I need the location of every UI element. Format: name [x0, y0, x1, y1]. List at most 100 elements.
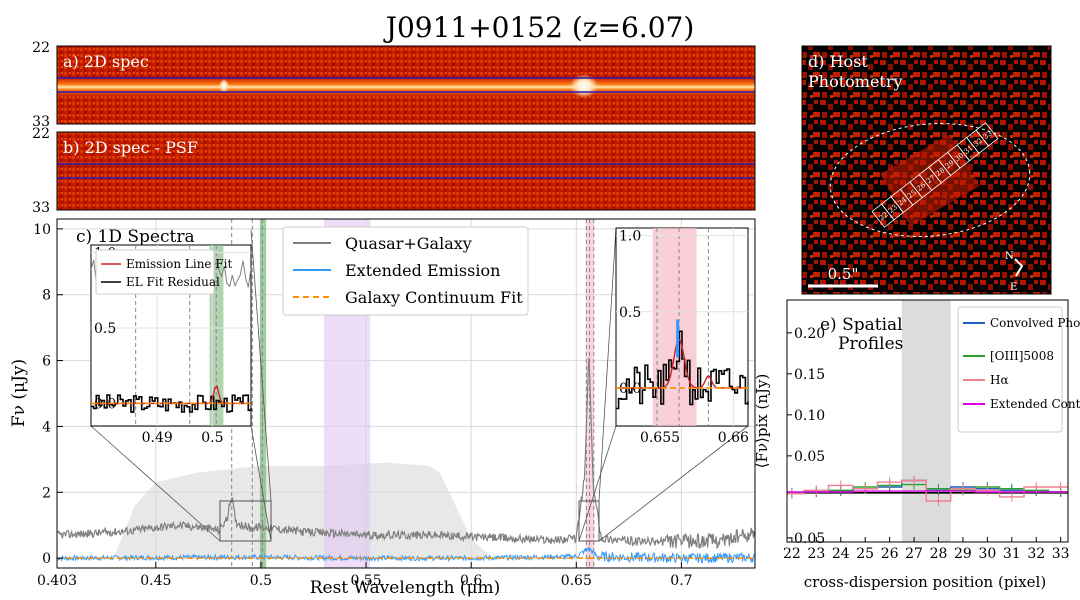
- e-x-tick-label: 24: [832, 546, 850, 562]
- e-y-tick-label: 0.15: [794, 367, 825, 383]
- inset-extended-peak: [676, 319, 680, 358]
- inset-y-tick-label: 0.5: [94, 321, 116, 337]
- zoom-connector: [250, 425, 272, 542]
- inset-y-tick-label: 1.0: [619, 229, 641, 245]
- panel-b-ytick: 22: [32, 126, 50, 142]
- e-x-tick-label: 33: [1052, 546, 1070, 562]
- y-tick-label: 10: [33, 222, 51, 238]
- aperture-label: 32: [972, 137, 984, 149]
- panel-e-title: Profiles: [838, 334, 903, 354]
- x-tick-label: 0.55: [350, 573, 381, 589]
- inset-x-tick-label: 0.49: [142, 430, 173, 446]
- panel-d-ellipse: [829, 123, 1031, 237]
- compass-east: E: [1010, 282, 1017, 293]
- panel-c-title: c) 1D Spectra: [76, 227, 195, 247]
- e-x-tick-label: 26: [881, 546, 899, 562]
- inset-left-legend: Emission Line Fit EL Fit Residual: [95, 249, 233, 295]
- panel-e-legend: Convolved Phot. [OIII]5008 Hα Extended C…: [957, 306, 1080, 433]
- e-x-tick-label: 25: [856, 546, 874, 562]
- legend-label-continuum: Galaxy Continuum Fit: [345, 288, 523, 307]
- inset-right-halpha: 0.655 0.66 0.0 0.5 1.0: [615, 227, 749, 446]
- panel-a-label: a) 2D spec: [63, 52, 149, 71]
- aperture-label: 30: [953, 151, 965, 163]
- inset-x-tick-label: 0.5: [201, 430, 223, 446]
- zoom-connector: [578, 425, 617, 542]
- x-tick-label: 0.5: [250, 573, 272, 589]
- inset-fit: [91, 385, 251, 405]
- panel-c-ylabel: Fν (μJy): [9, 359, 29, 427]
- panel-c-1d-spectra: 0.403 0.45 0.5 0.55 0.6 0.65 0.7 0 2 4 6 8 10 c) 1D …: [9, 218, 756, 598]
- x-tick-label: 0.65: [561, 573, 592, 589]
- panel-e-title: e) Spatial: [820, 315, 903, 335]
- panel-b-2d-spec-psf: b) 2D spec - PSF 22 33: [32, 126, 756, 216]
- aperture-label: 33: [982, 129, 994, 141]
- aperture-label: 28: [934, 166, 946, 178]
- legend-box: [282, 226, 529, 316]
- legend-label-oiii: [OIII]5008: [990, 349, 1054, 363]
- aperture-box: [975, 122, 999, 147]
- y-tick-label: 2: [42, 485, 51, 501]
- figure-title: J0911+0152 (z=6.07): [383, 11, 695, 44]
- spatial-gray-band: [901, 300, 951, 542]
- series-quasar-galaxy: [57, 357, 755, 549]
- legend-label-residual: EL Fit Residual: [126, 275, 220, 289]
- zoom-box-right: [578, 500, 600, 542]
- e-y-tick-label: 0.20: [794, 326, 825, 342]
- e-x-tick-label: 22: [783, 546, 801, 562]
- zoom-connector: [250, 229, 272, 502]
- inset-y-tick-label: 0.5: [619, 305, 641, 321]
- e-y-tick-label: 0.05: [794, 449, 825, 465]
- series-extended-emission: [57, 546, 755, 565]
- e-x-tick-label: 23: [807, 546, 825, 562]
- panel-e-spatial-profiles: 22 23 24 25 26 27 28 29 30 31 32 33 0.05 0.05 0.10 0.15…: [753, 299, 1080, 591]
- e-x-tick-label: 32: [1027, 546, 1045, 562]
- x-tick-label: 0.7: [670, 573, 692, 589]
- aperture-label: 22: [878, 211, 890, 223]
- x-tick-label: 0.403: [37, 573, 77, 589]
- inset-residual: [616, 330, 749, 410]
- zoom-box-left: [219, 500, 272, 542]
- legend-label-extended: Extended Emission: [345, 261, 500, 280]
- y-tick-label: 8: [42, 288, 51, 304]
- aperture-label: 27: [925, 174, 937, 186]
- panel-e-ylabel: ⟨Fν⟩pix (nJy): [753, 374, 771, 469]
- panel-d-label: d) Host: [808, 52, 868, 71]
- x-tick-label: 0.6: [460, 573, 482, 589]
- y-tick-label: 0: [42, 551, 51, 567]
- panel-a-2d-spec: a) 2D spec 22 33: [32, 40, 756, 130]
- inset-y-tick-label: 0.0: [619, 381, 641, 397]
- panel-c-frame: [56, 218, 756, 569]
- legend-label-extcont: Extended Cont.: [990, 397, 1080, 411]
- legend-label-halpha: Hα: [990, 373, 1009, 387]
- e-x-tick-label: 27: [905, 546, 923, 562]
- inset-x-tick-label: 0.66: [718, 430, 749, 446]
- panel-d-compass: N E: [1005, 251, 1024, 293]
- panel-c-xlabel: Rest Wavelength (μm): [310, 578, 501, 598]
- panel-a-ytick: 33: [32, 114, 50, 130]
- panel-b-image: [57, 132, 755, 210]
- aperture-label: 29: [944, 159, 956, 171]
- y-tick-label: 6: [42, 354, 51, 370]
- panel-e-xlabel: cross-dispersion position (pixel): [804, 573, 1046, 591]
- legend-label-quasar: Quasar+Galaxy: [345, 234, 472, 253]
- panel-c-legend: Quasar+Galaxy Extended Emission Galaxy C…: [282, 226, 529, 316]
- series-h-: [787, 479, 1068, 502]
- panel-a-ytick: 22: [32, 40, 50, 56]
- y-tick-label: 4: [42, 419, 51, 435]
- legend-label-convolved: Convolved Phot.: [990, 316, 1080, 330]
- aperture-label: 23: [887, 203, 899, 215]
- e-y-tick-label: 0.05: [794, 531, 825, 547]
- inset-x-tick-label: 0.655: [640, 430, 680, 446]
- e-x-tick-label: 30: [978, 546, 996, 562]
- e-y-tick-label: 0.10: [794, 408, 825, 424]
- legend-label-fit: Emission Line Fit: [126, 257, 233, 271]
- compass-north: N: [1005, 251, 1014, 262]
- aperture-label: 31: [963, 144, 975, 156]
- x-tick-label: 0.45: [140, 573, 171, 589]
- aperture-label: 25: [906, 188, 918, 200]
- panel-a-trace: [57, 78, 755, 96]
- panel-b-ytick: 33: [32, 200, 50, 216]
- inset-left-oiii: 0.490.50.00.51.0 Emission Line Fit EL Fi…: [90, 244, 252, 446]
